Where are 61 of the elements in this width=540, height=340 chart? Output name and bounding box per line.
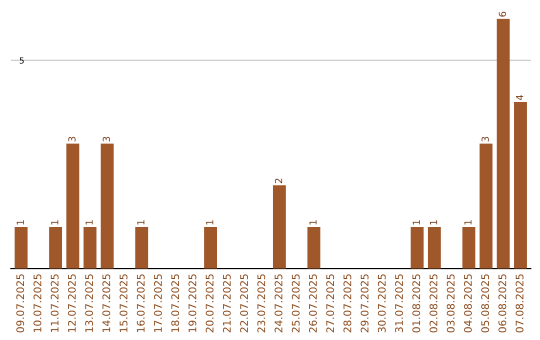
x-tick-label: 21.07.2025 [222,274,231,332]
bar [100,144,114,269]
bar [272,185,286,269]
x-tick-label: 28.07.2025 [343,274,352,332]
bar [307,226,320,269]
x-tick-label: 29.07.2025 [360,274,369,332]
bar [496,18,510,269]
x-tick-label: 04.08.2025 [464,274,472,332]
x-tick-label: 14.07.2025 [102,274,110,332]
data-label: 1 [464,220,472,224]
data-label: 1 [86,220,93,224]
x-tick-label: 24.07.2025 [274,274,282,332]
x-tick-label: 22.07.2025 [240,274,248,332]
x-tick-label: 11.07.2025 [50,274,59,332]
data-label: 3 [102,136,110,142]
data-label: 6 [498,12,506,17]
data-label: 1 [430,220,438,224]
x-tick-label: 12.07.2025 [68,274,76,332]
x-tick-label: 20.07.2025 [206,274,214,332]
data-label: 1 [51,220,58,224]
x-tick-label: 27.07.2025 [326,274,334,332]
x-tick-label: 30.07.2025 [378,274,386,332]
data-label: 3 [482,136,489,142]
x-tick-label: 26.07.2025 [309,274,317,332]
bar [135,226,148,269]
bar [462,226,476,269]
bar [514,102,527,269]
y-tick-label: 5 [20,57,24,64]
x-tick-label: 10.07.2025 [33,274,42,332]
bar [84,226,96,269]
data-label: 1 [206,220,214,224]
x-tick-label: 09.07.2025 [16,274,24,332]
x-tick-label: 23.07.2025 [257,274,266,332]
x-tick-label: 05.08.2025 [481,274,490,332]
x-tick-label: 13.07.2025 [85,274,94,332]
bar [204,226,217,269]
data-label: 3 [68,136,76,142]
bar [66,144,80,269]
bar [14,226,28,269]
x-tick-label: 02.08.2025 [430,274,438,332]
bar [49,226,62,269]
x-tick-label: 25.07.2025 [292,274,300,332]
x-tick-label: 31.07.2025 [395,274,403,332]
x-tick-label: 01.08.2025 [412,274,420,332]
x-tick-label: 06.08.2025 [498,274,506,332]
data-label: 1 [412,220,420,224]
data-label: 4 [516,94,524,100]
x-tick-label: 07.08.2025 [516,274,524,332]
bar [410,226,424,269]
x-tick-label: 19.07.2025 [188,274,196,332]
data-label: 1 [16,220,24,224]
x-tick-label: 15.07.2025 [120,274,128,332]
data-label: 1 [309,220,317,224]
x-tick-label: 16.07.2025 [136,274,145,332]
data-label: 2 [274,178,282,184]
x-tick-label: 03.08.2025 [446,274,455,332]
x-tick-label: 17.07.2025 [154,274,162,332]
bar [480,144,493,269]
bar [428,226,441,269]
x-tick-label: 18.07.2025 [171,274,180,332]
data-label: 1 [137,220,144,224]
